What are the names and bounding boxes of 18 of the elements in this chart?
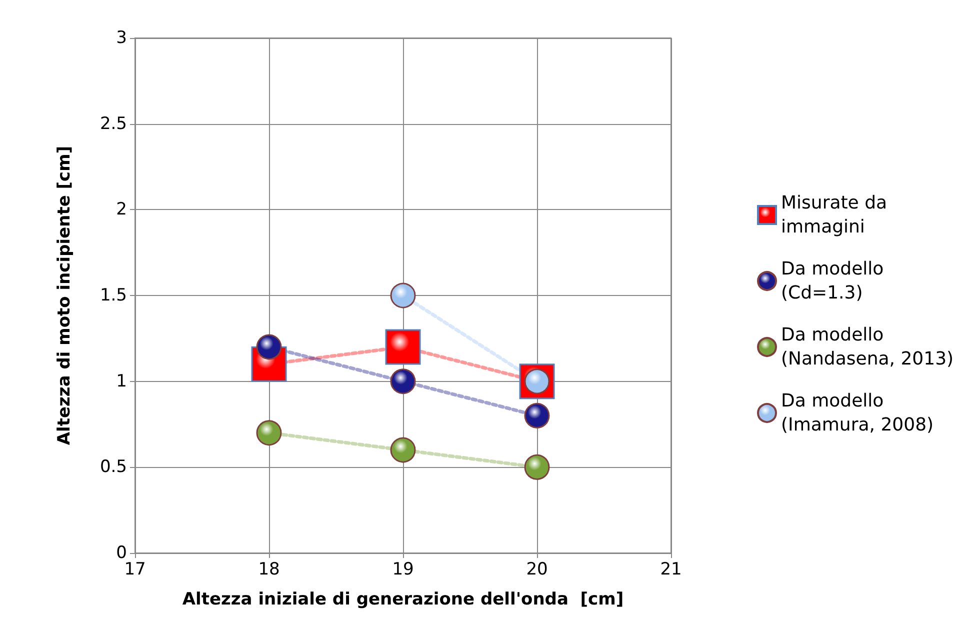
y-tick-label: 0.5 — [100, 457, 127, 478]
x-tick-label: 21 — [660, 560, 682, 580]
legend-label: Da modello (Imamura, 2008) — [781, 390, 934, 436]
y-axis-title: Altezza di moto incipiente [cm] — [54, 146, 74, 446]
y-tick-label: 3 — [116, 28, 127, 48]
legend-label: Da modello (Cd=1.3) — [781, 258, 890, 304]
legend-label: Da modello (Nandasena, 2013) — [781, 324, 954, 370]
legend-label: Misurate da immagini — [781, 192, 893, 238]
x-tick-label: 20 — [526, 560, 548, 580]
y-tick-label: 1.5 — [100, 286, 127, 306]
y-tick-label: 2 — [116, 200, 127, 220]
x-tick-label: 19 — [392, 560, 414, 580]
y-tick-label: 1 — [116, 371, 127, 392]
y-tick-label: 2.5 — [100, 114, 127, 134]
y-tick-label: 0 — [116, 543, 127, 563]
x-axis-title: Altezza iniziale di generazione dell'onda [cm] — [182, 590, 624, 610]
x-tick-label: 18 — [258, 560, 280, 580]
x-tick-label: 17 — [124, 560, 146, 580]
